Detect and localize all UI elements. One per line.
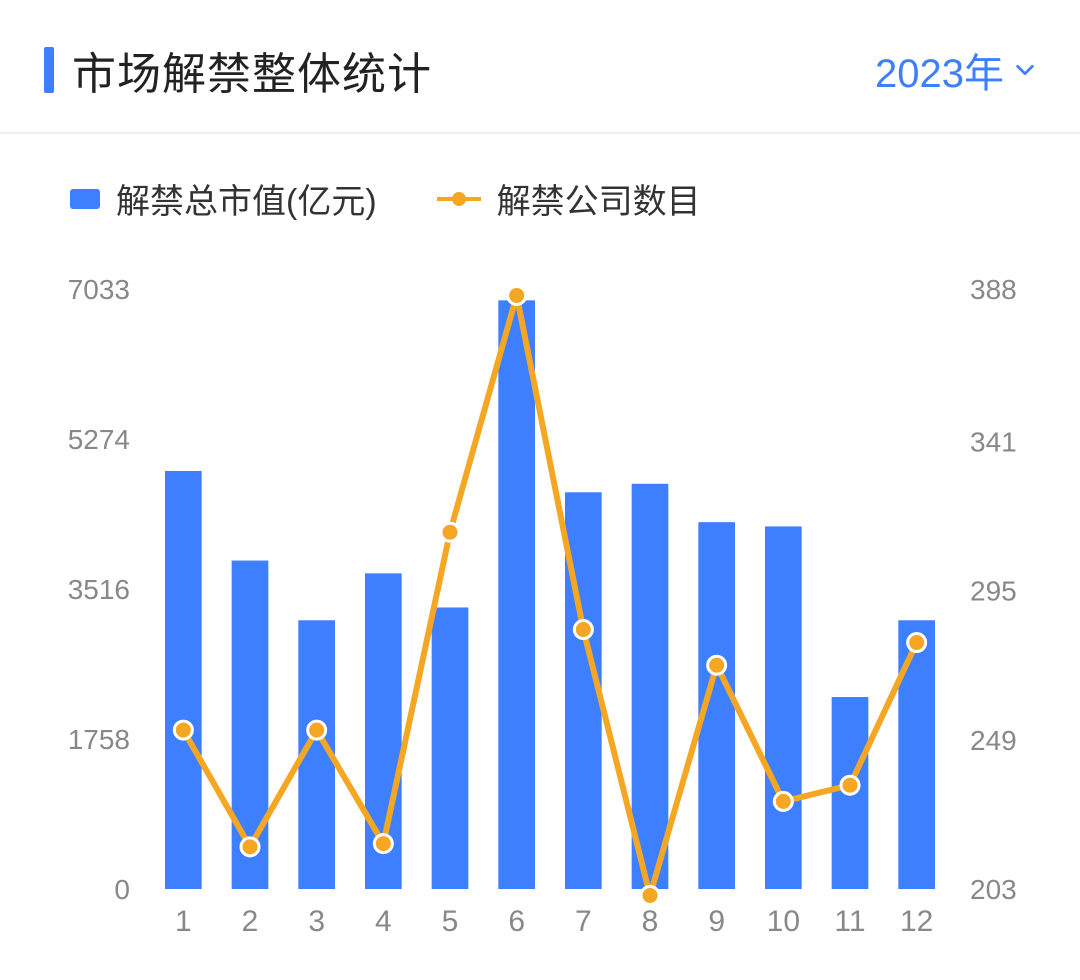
header: 市场解禁整体统计 2023年: [0, 0, 1080, 134]
bar: [165, 471, 202, 889]
line-marker: [841, 776, 859, 794]
svg-text:1: 1: [175, 905, 192, 938]
svg-text:5274: 5274: [68, 424, 130, 455]
line-marker: [374, 835, 392, 853]
line-marker: [508, 286, 526, 304]
line-marker: [774, 792, 792, 810]
legend-line-label: 解禁公司数目: [497, 174, 701, 223]
line-marker: [241, 838, 259, 856]
line-marker: [574, 621, 592, 639]
svg-text:2: 2: [242, 905, 259, 938]
line-swatch-icon: [437, 197, 481, 201]
bar: [498, 300, 535, 889]
legend: 解禁总市值(亿元) 解禁公司数目: [0, 134, 1080, 229]
title-accent-bar: [44, 47, 54, 93]
year-selector[interactable]: 2023年: [875, 41, 1036, 99]
svg-text:12: 12: [900, 905, 933, 938]
legend-item-line[interactable]: 解禁公司数目: [437, 174, 701, 223]
legend-item-bar[interactable]: 解禁总市值(亿元): [70, 174, 377, 223]
svg-text:6: 6: [508, 905, 525, 938]
svg-text:7033: 7033: [68, 274, 130, 305]
svg-text:9: 9: [708, 905, 725, 938]
chevron-down-icon: [1014, 59, 1036, 81]
chart-card: 市场解禁整体统计 2023年 解禁总市值(亿元) 解禁公司数目 01758351…: [0, 0, 1080, 980]
svg-text:11: 11: [834, 905, 865, 938]
bar: [765, 526, 802, 889]
bar: [432, 607, 469, 889]
svg-text:8: 8: [642, 905, 659, 938]
bar: [632, 484, 669, 889]
year-label: 2023年: [875, 41, 1004, 99]
line-marker: [641, 886, 659, 904]
line-marker: [308, 721, 326, 739]
line-marker: [908, 634, 926, 652]
line-marker: [174, 721, 192, 739]
legend-bar-label: 解禁总市值(亿元): [116, 174, 377, 223]
svg-text:3516: 3516: [68, 574, 130, 605]
line-marker: [441, 523, 459, 541]
chart-area: 0175835165274703320324929534138812345678…: [50, 259, 1030, 959]
svg-text:4: 4: [375, 905, 392, 938]
svg-text:249: 249: [970, 725, 1017, 756]
line-marker: [708, 656, 726, 674]
svg-text:388: 388: [970, 274, 1017, 305]
svg-text:295: 295: [970, 576, 1017, 607]
svg-text:203: 203: [970, 874, 1017, 905]
title-wrap: 市场解禁整体统计: [44, 38, 432, 102]
svg-text:7: 7: [575, 905, 592, 938]
bar: [898, 620, 935, 889]
line-series: [183, 295, 916, 895]
svg-text:1758: 1758: [68, 724, 130, 755]
page-title: 市场解禁整体统计: [72, 38, 432, 102]
svg-text:341: 341: [970, 426, 1017, 457]
svg-text:3: 3: [308, 905, 325, 938]
svg-text:0: 0: [114, 874, 130, 905]
bar-swatch-icon: [70, 189, 100, 209]
chart-svg: 0175835165274703320324929534138812345678…: [50, 259, 1030, 959]
svg-text:5: 5: [442, 905, 459, 938]
svg-text:10: 10: [767, 905, 800, 938]
